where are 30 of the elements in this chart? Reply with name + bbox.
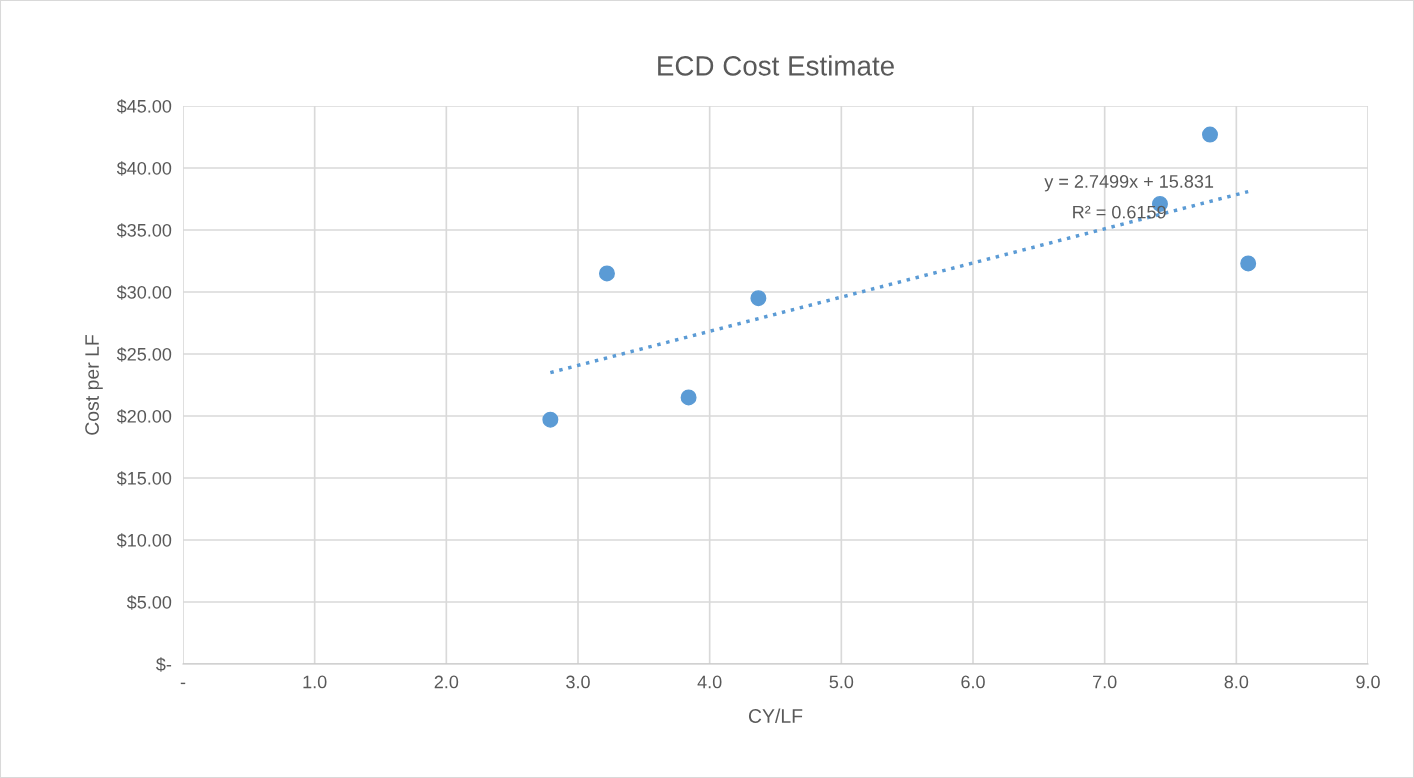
point [1240, 255, 1257, 272]
y-tick-label: $25.00 [116, 347, 172, 362]
y-tick-label: $40.00 [116, 161, 172, 176]
chart-title: ECD Cost Estimate [658, 55, 894, 76]
x-tick-label: 2.0 [434, 675, 459, 689]
x-tick-label: 4.0 [697, 675, 722, 689]
y-tick-label: $35.00 [116, 223, 172, 238]
y-tick-label: $45.00 [116, 99, 172, 114]
y-tick-label: $15.00 [116, 471, 172, 486]
x-tick-label: 7.0 [1093, 675, 1117, 689]
point [750, 290, 767, 307]
x-tick-label: 5.0 [829, 675, 854, 689]
y-axis-title: Cost per LF [85, 334, 103, 435]
x-tick-label: 3.0 [566, 675, 590, 689]
y-tick-label: $10.00 [116, 533, 172, 548]
x-tick-label: - [180, 682, 186, 685]
x-tick-label: 8.0 [1224, 675, 1249, 689]
x-axis-title: CY/LF [748, 708, 803, 723]
x-tick-label: 9.0 [1356, 675, 1380, 689]
annotation: y = 2.7499x + 15.831 [1044, 175, 1214, 192]
point [542, 411, 559, 428]
y-tick-label: $20.00 [116, 409, 172, 424]
x-tick-label: 1.0 [303, 675, 327, 689]
point [1202, 126, 1218, 143]
point [680, 389, 697, 406]
y-tick-label: $- [156, 657, 172, 672]
y-tick-label: $5.00 [126, 595, 172, 610]
y-tick-label: $30.00 [116, 285, 172, 300]
point [598, 265, 615, 282]
x-tick-label: 6.0 [961, 675, 985, 689]
